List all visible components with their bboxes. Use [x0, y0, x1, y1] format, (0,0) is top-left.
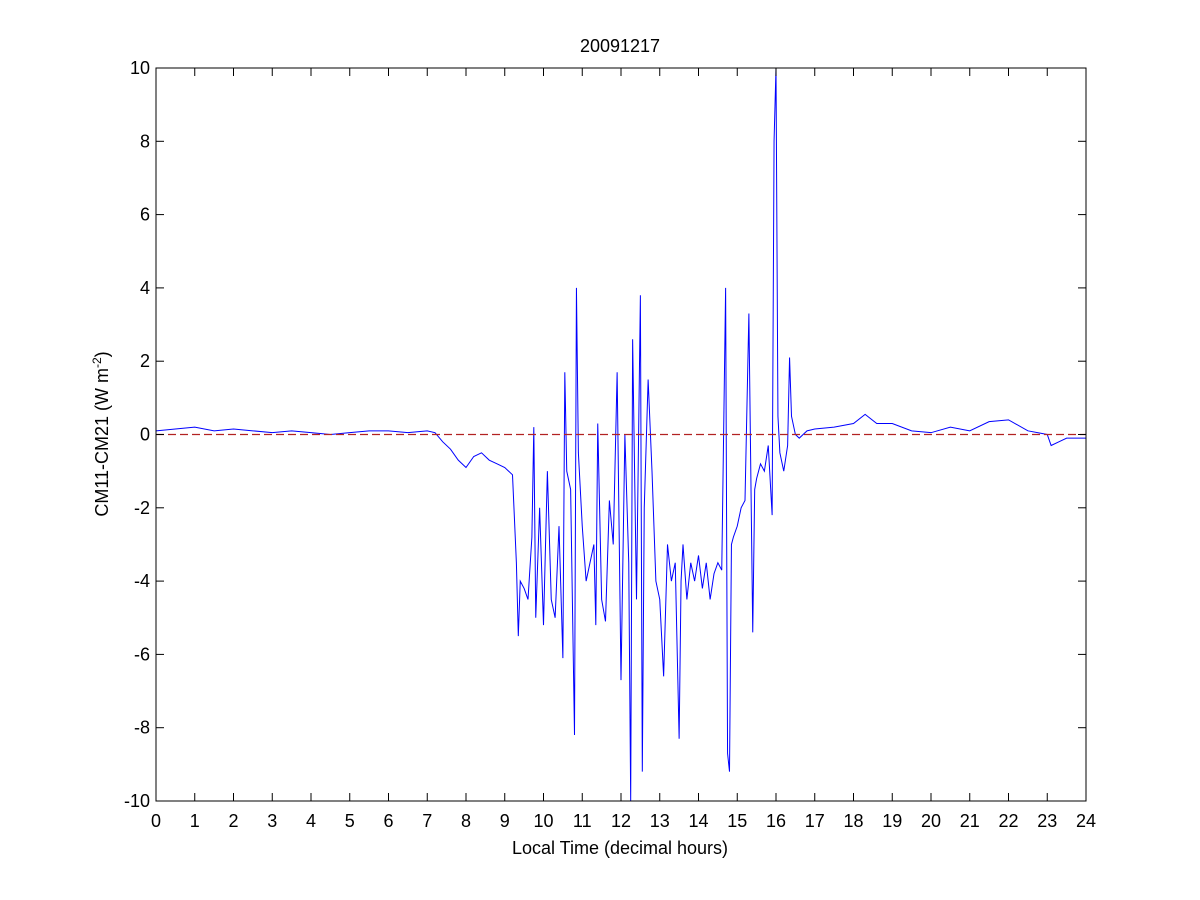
y-tick-label: 8 [140, 131, 150, 151]
x-tick-label: 13 [650, 811, 670, 831]
y-axis-label-superscript: -2 [90, 357, 104, 368]
x-tick-label: 24 [1076, 811, 1096, 831]
x-tick-label: 4 [306, 811, 316, 831]
x-tick-label: 11 [573, 811, 592, 831]
x-tick-label: 6 [383, 811, 393, 831]
y-axis-label: CM11-CM21 (W m-2) [90, 351, 112, 516]
x-tick-label: 20 [921, 811, 941, 831]
y-tick-label: 4 [140, 278, 150, 298]
y-tick-label: 10 [130, 58, 150, 78]
x-axis-label: Local Time (decimal hours) [512, 838, 728, 858]
x-tick-label: 1 [190, 811, 200, 831]
series-line-0 [156, 68, 1086, 801]
y-tick-label: 2 [140, 351, 150, 371]
x-tick-label: 10 [533, 811, 553, 831]
x-tick-label: 9 [500, 811, 510, 831]
chart-title: 20091217 [580, 36, 660, 56]
x-tick-label: 14 [688, 811, 708, 831]
y-tick-label: 6 [140, 205, 150, 225]
x-tick-label: 5 [345, 811, 355, 831]
y-axis-label-close: ) [92, 351, 112, 357]
y-tick-label: -8 [134, 718, 150, 738]
y-axis-label-main: CM11-CM21 (W m [92, 368, 112, 517]
plot-area: 0 1 2 3 4 5 6 7 8 9 10 11 12 13 14 15 16 17 18 19 20 21 22 23 24… [124, 58, 1096, 831]
x-tick-label: 21 [960, 811, 980, 831]
y-tick-label: -2 [134, 498, 150, 518]
y-tick-label: 0 [140, 425, 150, 445]
x-tick-label: 3 [267, 811, 277, 831]
x-tick-label: 18 [843, 811, 863, 831]
x-tick-label: 12 [611, 811, 631, 831]
y-tick-label: -4 [134, 571, 150, 591]
x-tick-label: 17 [805, 811, 825, 831]
x-tick-label: 22 [998, 811, 1018, 831]
x-tick-label: 16 [766, 811, 786, 831]
x-tick-label: 7 [422, 811, 432, 831]
x-tick-label: 15 [727, 811, 747, 831]
x-tick-label: 19 [882, 811, 902, 831]
x-tick-label: 8 [461, 811, 471, 831]
x-tick-label: 2 [228, 811, 238, 831]
x-tick-label: 23 [1037, 811, 1057, 831]
x-tick-label: 0 [151, 811, 161, 831]
y-tick-label: -10 [124, 791, 150, 811]
y-tick-label: -6 [134, 644, 150, 664]
